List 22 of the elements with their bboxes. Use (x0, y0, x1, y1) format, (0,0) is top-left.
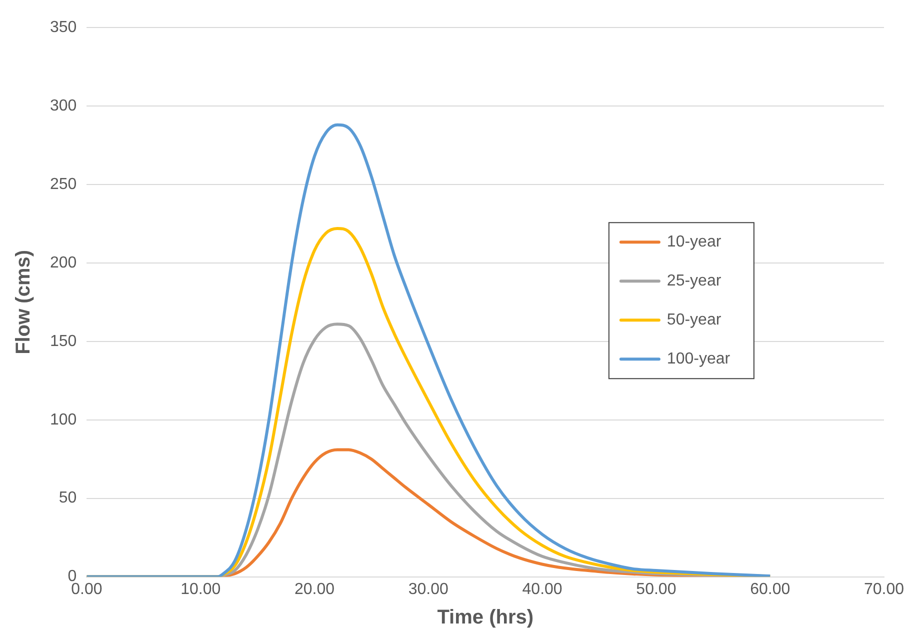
x-axis-title: Time (hrs) (437, 606, 534, 629)
x-tick-label: 10.00 (180, 580, 221, 598)
y-tick-label: 350 (50, 19, 77, 36)
x-tick-label: 0.00 (71, 580, 102, 598)
y-tick-label: 200 (50, 254, 77, 272)
y-tick-label: 50 (58, 490, 77, 507)
y-tick-label: 300 (50, 97, 77, 114)
y-axis-title: Flow (cms) (12, 250, 35, 354)
y-tick-label: 100 (50, 411, 77, 428)
x-tick-label: 50.00 (636, 580, 676, 598)
x-tick-label: 60.00 (750, 580, 790, 598)
x-tick-label: 30.00 (408, 580, 449, 598)
x-tick-label: 20.00 (294, 580, 335, 598)
x-tick-label: 40.00 (522, 580, 562, 598)
line-series (86, 123, 772, 577)
legend-label: 100-year (666, 350, 731, 368)
legend-label: 50-year (666, 311, 722, 328)
x-tick-label: 70.00 (864, 580, 904, 598)
y-tick-label: 150 (50, 332, 77, 350)
legend-label: 25-year (666, 272, 722, 290)
y-tick-label: 250 (50, 176, 77, 193)
legend-label: 10-year (666, 233, 722, 250)
